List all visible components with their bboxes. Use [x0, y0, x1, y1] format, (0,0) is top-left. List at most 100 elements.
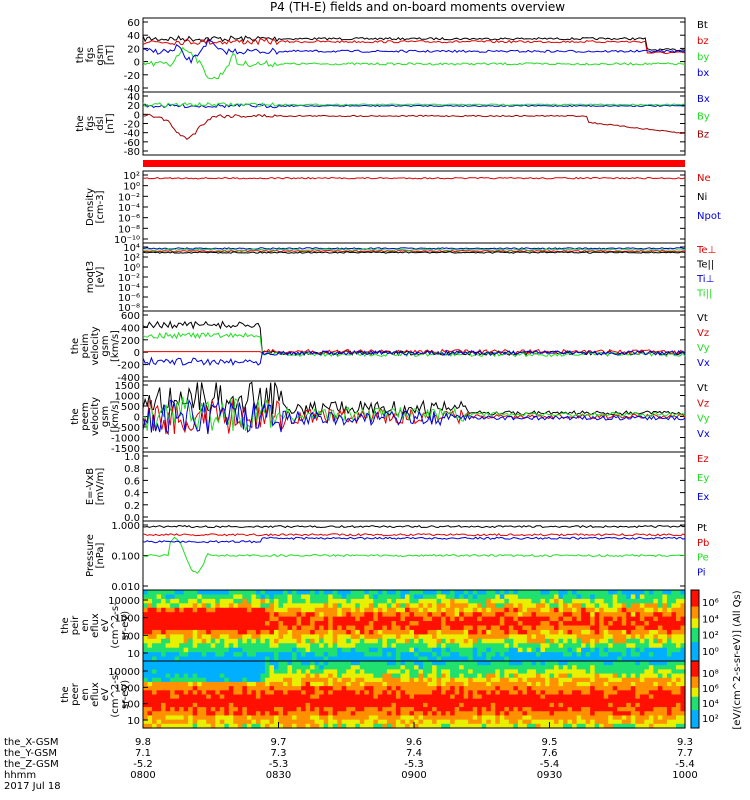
spectro-cell: [504, 686, 510, 691]
spectro-cell: [409, 690, 415, 696]
spectro-cell: [161, 719, 167, 725]
spectro-cell: [522, 661, 528, 666]
spectro-cell: [165, 681, 171, 687]
spectro-cell: [563, 603, 569, 609]
spectro-cell: [341, 634, 347, 640]
spectro-cell: [441, 625, 447, 631]
spectro-cell: [486, 621, 492, 627]
spectro-cell: [301, 629, 307, 635]
spectro-cell: [255, 621, 262, 627]
spectro-cell: [626, 686, 632, 691]
spectro-cell: [481, 665, 487, 670]
spectro-cell: [617, 690, 623, 696]
spectro-cell: [206, 643, 212, 649]
spectro-cell: [490, 607, 496, 613]
spectro-cell: [490, 665, 496, 670]
spectro-cell: [359, 612, 365, 618]
spectro-cell: [504, 661, 510, 666]
spectro-cell: [603, 711, 609, 717]
spectro-cell: [391, 616, 397, 622]
spectro-cell: [228, 634, 234, 640]
spectro-cell: [432, 647, 438, 653]
spectro-cell: [603, 715, 609, 721]
spectro-cell: [359, 690, 365, 696]
spectro-cell: [441, 723, 447, 729]
spectro-cell: [495, 612, 501, 618]
spectro-cell: [355, 621, 361, 627]
spectro-cell: [310, 656, 316, 662]
spectro-cell: [264, 612, 271, 618]
spectro-cell: [201, 702, 207, 708]
spectro-cell: [617, 698, 623, 704]
spectro-cell: [179, 607, 185, 613]
spectro-cell: [477, 681, 483, 687]
spectro-cell: [436, 643, 442, 649]
spectro-cell: [346, 598, 352, 604]
spectro-cell: [323, 719, 329, 725]
colorbar-tick: 10²: [702, 714, 719, 725]
spectro-cell: [648, 607, 654, 613]
spectro-cell: [648, 719, 654, 725]
spectro-cell: [662, 603, 668, 609]
spectro-cell: [644, 669, 650, 675]
spectro-cell: [531, 707, 537, 712]
spectro-cell: [296, 656, 302, 662]
spectro-cell: [400, 669, 406, 675]
spectro-cell: [237, 715, 243, 721]
spectro-cell: [310, 723, 316, 729]
spectro-cell: [323, 629, 329, 635]
spectro-cell: [368, 661, 374, 666]
spectro-cell: [563, 665, 569, 670]
spectro-cell: [680, 616, 686, 622]
spectro-cell: [206, 603, 212, 609]
spectro-cell: [197, 711, 203, 717]
colorbar-cell: [691, 705, 699, 709]
spectro-cell: [332, 612, 338, 618]
spectro-cell: [540, 694, 546, 700]
spectro-cell: [264, 711, 271, 717]
spectro-cell: [635, 661, 641, 666]
spectro-cell: [179, 661, 185, 666]
spectro-cell: [499, 643, 505, 649]
spectro-cell: [549, 707, 555, 712]
spectro-cell: [531, 686, 537, 691]
spectro-cell: [404, 723, 411, 729]
spectro-cell: [314, 652, 320, 658]
spectro-cell: [278, 603, 284, 609]
spectro-cell: [581, 715, 587, 721]
spectro-cell: [328, 634, 334, 640]
spectro-cell: [377, 673, 383, 679]
spectro-cell: [201, 634, 207, 640]
spectro-cell: [346, 629, 352, 635]
spectro-cell: [273, 719, 280, 725]
spectro-cell: [477, 590, 483, 596]
spectro-cell: [260, 677, 266, 683]
spectro-cell: [653, 590, 659, 596]
spectro-cell: [540, 707, 546, 712]
spectro-cell: [400, 715, 406, 721]
spectro-cell: [215, 694, 221, 700]
spectro-cell: [572, 707, 578, 712]
spectro-cell: [404, 715, 411, 721]
spectro-cell: [612, 629, 618, 635]
spectro-cell: [192, 598, 198, 604]
spectro-cell: [350, 590, 356, 596]
spectro-cell: [206, 638, 212, 644]
spectro-cell: [513, 707, 519, 712]
spectro-cell: [206, 715, 212, 721]
spectro-cell: [499, 652, 505, 658]
ylabel-ion_spectrogram: eflux: [90, 613, 101, 638]
spectro-cell: [359, 694, 365, 700]
spectro-cell: [337, 625, 343, 631]
spectro-cell: [567, 711, 573, 717]
spectro-cell: [337, 698, 343, 704]
spectro-cell: [590, 625, 596, 631]
spectro-cell: [391, 625, 397, 631]
colorbar-cell: [691, 630, 699, 634]
spectro-cell: [332, 590, 338, 596]
spectro-cell: [188, 673, 194, 679]
spectro-cell: [305, 590, 311, 596]
spectro-cell: [400, 681, 406, 687]
spectro-cell: [508, 681, 514, 687]
spectro-cell: [495, 616, 501, 622]
